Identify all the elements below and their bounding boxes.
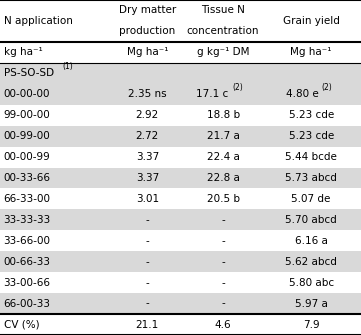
Text: 33-66-00: 33-66-00: [4, 236, 51, 246]
Text: 3.01: 3.01: [136, 194, 159, 204]
Text: (2): (2): [321, 83, 332, 92]
Text: 33-33-33: 33-33-33: [4, 215, 51, 225]
Text: production: production: [119, 26, 175, 37]
Text: -: -: [145, 278, 149, 288]
Bar: [0, 168, 361, 188]
Bar: [0, 84, 361, 105]
Text: PS-SO-SD: PS-SO-SD: [4, 68, 54, 78]
Bar: [0, 293, 361, 314]
Text: 5.23 cde: 5.23 cde: [288, 110, 334, 120]
Text: 2.72: 2.72: [136, 131, 159, 141]
Text: 00-99-00: 00-99-00: [4, 131, 51, 141]
Text: 18.8 b: 18.8 b: [206, 110, 240, 120]
Text: -: -: [221, 257, 225, 267]
Text: -: -: [221, 298, 225, 309]
Text: -: -: [145, 236, 149, 246]
Text: Dry matter: Dry matter: [119, 5, 176, 15]
Text: 22.8 a: 22.8 a: [206, 173, 240, 183]
Text: concentration: concentration: [187, 26, 259, 37]
Text: N application: N application: [4, 16, 73, 26]
Text: 00-66-33: 00-66-33: [4, 257, 51, 267]
Text: 3.37: 3.37: [136, 152, 159, 162]
Text: 6.16 a: 6.16 a: [295, 236, 328, 246]
Text: Mg ha⁻¹: Mg ha⁻¹: [127, 47, 168, 57]
Text: Mg ha⁻¹: Mg ha⁻¹: [291, 47, 332, 57]
Bar: [0, 63, 361, 84]
Text: (2): (2): [232, 83, 243, 92]
Text: Tissue N: Tissue N: [201, 5, 245, 15]
Text: 5.62 abcd: 5.62 abcd: [285, 257, 337, 267]
Text: 00-00-00: 00-00-00: [4, 89, 50, 99]
Text: -: -: [221, 215, 225, 225]
Text: 5.44 bcde: 5.44 bcde: [285, 152, 337, 162]
Bar: [0, 126, 361, 147]
Text: 21.1: 21.1: [136, 320, 159, 330]
Text: 66-00-33: 66-00-33: [4, 298, 51, 309]
Text: 00-33-66: 00-33-66: [4, 173, 51, 183]
Text: Grain yield: Grain yield: [283, 16, 340, 26]
Text: 5.70 abcd: 5.70 abcd: [285, 215, 337, 225]
Text: -: -: [145, 257, 149, 267]
Text: 5.73 abcd: 5.73 abcd: [285, 173, 337, 183]
Bar: [0, 251, 361, 272]
Bar: [0, 209, 361, 230]
Text: 7.9: 7.9: [303, 320, 319, 330]
Text: 20.5 b: 20.5 b: [206, 194, 240, 204]
Text: (1): (1): [62, 63, 73, 71]
Text: 5.23 cde: 5.23 cde: [288, 131, 334, 141]
Text: 00-00-99: 00-00-99: [4, 152, 51, 162]
Text: 22.4 a: 22.4 a: [206, 152, 240, 162]
Text: -: -: [145, 215, 149, 225]
Text: 5.80 abc: 5.80 abc: [289, 278, 334, 288]
Text: 2.35 ns: 2.35 ns: [128, 89, 166, 99]
Text: g kg⁻¹ DM: g kg⁻¹ DM: [197, 47, 249, 57]
Text: -: -: [221, 278, 225, 288]
Text: 33-00-66: 33-00-66: [4, 278, 51, 288]
Text: 17.1 c: 17.1 c: [196, 89, 229, 99]
Text: 5.07 de: 5.07 de: [291, 194, 331, 204]
Text: kg ha⁻¹: kg ha⁻¹: [4, 47, 42, 57]
Text: 21.7 a: 21.7 a: [206, 131, 240, 141]
Text: 99-00-00: 99-00-00: [4, 110, 51, 120]
Text: -: -: [221, 236, 225, 246]
Text: -: -: [145, 298, 149, 309]
Text: 4.6: 4.6: [215, 320, 231, 330]
Text: 2.92: 2.92: [136, 110, 159, 120]
Text: 3.37: 3.37: [136, 173, 159, 183]
Text: CV (%): CV (%): [4, 320, 39, 330]
Text: 66-33-00: 66-33-00: [4, 194, 51, 204]
Text: 5.97 a: 5.97 a: [295, 298, 328, 309]
Text: 4.80 e: 4.80 e: [286, 89, 318, 99]
